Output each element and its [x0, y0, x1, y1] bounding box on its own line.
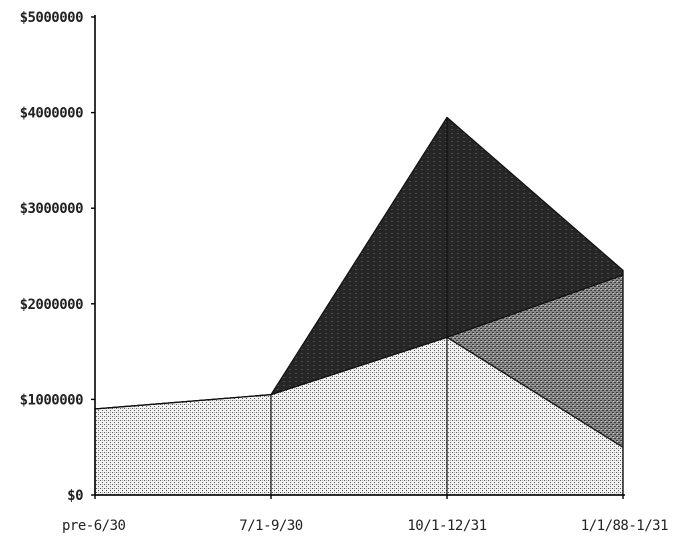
axes-layer [91, 15, 625, 499]
x-tick-label: 1/1/88-1/31 [581, 518, 668, 534]
y-tick-label: $3000000 [20, 201, 84, 217]
labels-layer: $0 $1000000 $2000000 $3000000 $4000000 $50000… [20, 10, 669, 534]
x-tick-label: 10/1-12/31 [407, 518, 486, 534]
y-tick-label: $1000000 [20, 392, 84, 408]
y-tick-label: $4000000 [20, 106, 84, 122]
areas-layer [94, 116, 624, 496]
y-tick-label: $5000000 [20, 10, 84, 26]
y-tick-label: $0 [67, 488, 83, 504]
x-tick-label: 7/1-9/30 [239, 518, 303, 534]
y-tick-label: $2000000 [20, 297, 84, 313]
x-tick-label: pre-6/30 [62, 518, 126, 534]
